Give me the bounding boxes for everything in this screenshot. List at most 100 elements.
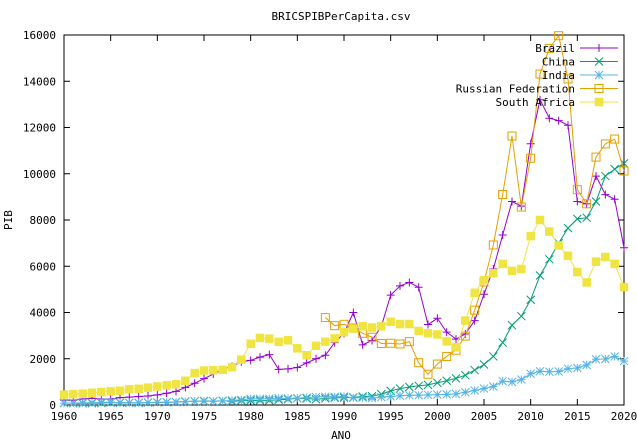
- data-point: [432, 359, 442, 369]
- data-point: [460, 331, 470, 341]
- data-point: [283, 336, 293, 345]
- x-tick-label: 2020: [611, 410, 637, 423]
- x-tick-label: 1970: [144, 410, 171, 423]
- data-point: [311, 341, 321, 351]
- data-point: [190, 396, 200, 406]
- data-point: [526, 153, 536, 163]
- data-point: [292, 393, 302, 403]
- plot-area: 0 2000 4000 6000 8000 10000 12000 14000 16000 196…: [23, 29, 637, 423]
- series-line: [63, 98, 625, 401]
- data-point: [414, 381, 424, 391]
- data-point: [601, 252, 610, 262]
- data-point: [115, 386, 125, 395]
- data-point: [255, 394, 265, 404]
- data-point: [423, 369, 433, 379]
- data-point: [451, 389, 461, 399]
- data-point: [498, 190, 508, 200]
- x-tick-label: 2015: [564, 410, 591, 423]
- legend-marker: [594, 57, 604, 66]
- data-point: [554, 31, 564, 41]
- data-point: [526, 295, 536, 305]
- data-point: [152, 397, 162, 407]
- series-india: [59, 352, 629, 408]
- data-point: [227, 362, 237, 372]
- data-point: [572, 214, 582, 224]
- data-point: [386, 392, 396, 401]
- data-point: [507, 320, 517, 330]
- y-tick-label: 4000: [30, 307, 57, 320]
- y-tick-label: 14000: [23, 75, 56, 88]
- data-point: [97, 387, 106, 397]
- legend-marker: [595, 44, 603, 52]
- data-point: [405, 278, 414, 287]
- data-point: [414, 326, 423, 336]
- data-point: [395, 339, 405, 349]
- x-tick-label: 1960: [51, 410, 78, 423]
- data-point: [423, 380, 433, 390]
- data-point: [348, 393, 358, 403]
- legend-label: Russian Federation: [456, 83, 575, 96]
- data-point: [246, 339, 255, 348]
- data-point: [171, 397, 181, 407]
- data-point: [573, 197, 582, 206]
- data-point: [236, 395, 246, 405]
- x-tick-label: 1995: [377, 410, 404, 423]
- data-point: [582, 360, 592, 370]
- data-point: [274, 337, 283, 347]
- x-tick-label: 1975: [191, 410, 218, 423]
- data-point: [610, 259, 619, 269]
- legend-marker: [594, 97, 604, 107]
- data-point: [610, 164, 620, 174]
- data-point: [507, 377, 517, 387]
- data-point: [358, 393, 368, 402]
- data-point: [592, 172, 600, 181]
- data-point: [199, 366, 209, 375]
- x-tick-label: 1990: [331, 410, 358, 423]
- data-point: [610, 134, 620, 144]
- data-point: [172, 387, 180, 396]
- data-point: [610, 352, 620, 361]
- data-point: [610, 195, 619, 204]
- data-point: [404, 337, 414, 347]
- data-point: [432, 390, 442, 399]
- data-point: [358, 322, 367, 331]
- data-point: [256, 353, 264, 362]
- data-point: [143, 383, 153, 392]
- data-point: [59, 390, 69, 399]
- data-point: [293, 363, 302, 372]
- data-point: [554, 116, 563, 125]
- data-point: [68, 398, 78, 408]
- data-point: [376, 392, 386, 402]
- data-point: [442, 328, 451, 337]
- data-point: [153, 382, 162, 391]
- data-point: [124, 398, 134, 408]
- data-point: [470, 288, 479, 298]
- data-point: [405, 319, 414, 329]
- data-point: [153, 390, 162, 399]
- data-point: [498, 231, 507, 240]
- data-point: [460, 387, 470, 397]
- data-point: [619, 356, 629, 366]
- data-point: [330, 392, 340, 402]
- data-point: [283, 394, 293, 403]
- data-point: [572, 363, 582, 373]
- data-point: [339, 392, 349, 401]
- data-point: [367, 332, 377, 342]
- data-point: [134, 384, 143, 394]
- series-brazil: [60, 95, 628, 405]
- data-point: [620, 243, 628, 252]
- data-point: [106, 387, 115, 396]
- data-point: [125, 385, 134, 394]
- data-point: [143, 398, 153, 407]
- data-point: [461, 316, 470, 325]
- y-tick-label: 8000: [30, 214, 57, 227]
- data-point: [442, 337, 451, 346]
- data-point: [470, 386, 480, 395]
- data-point: [237, 355, 246, 364]
- data-point: [395, 384, 405, 393]
- data-point: [424, 320, 432, 329]
- data-point: [349, 324, 358, 333]
- legend-label: South Africa: [496, 96, 575, 109]
